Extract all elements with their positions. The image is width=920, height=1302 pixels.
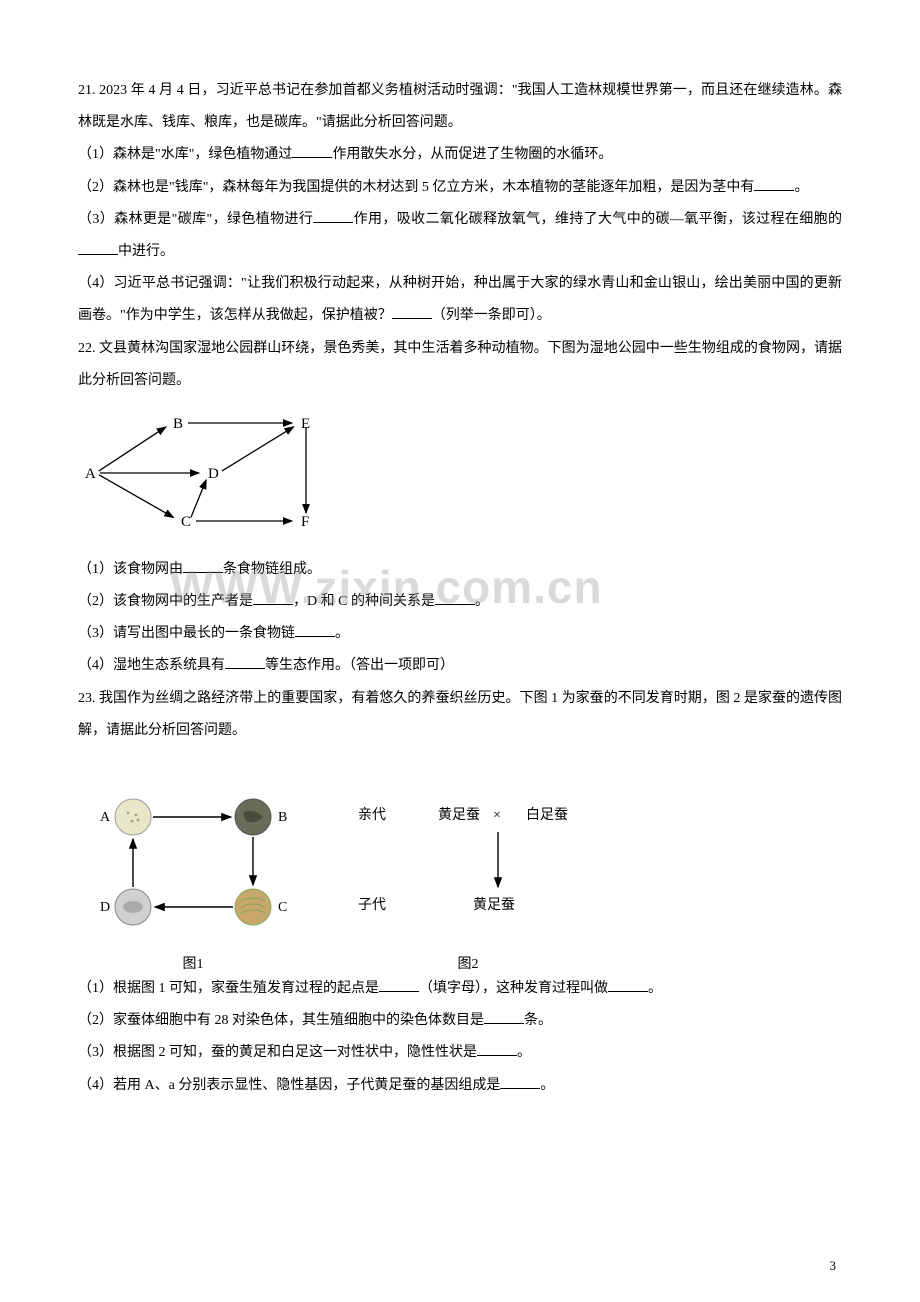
q23-2: （2）家蚕体细胞中有 28 对染色体，其生殖细胞中的染色体数目是 条。 — [78, 1005, 842, 1037]
page-number: 3 — [830, 1258, 837, 1274]
q23-intro: 23. 我国作为丝绸之路经济带上的重要国家，有着悠久的养蚕织丝历史。下图 1 为… — [78, 683, 842, 747]
q21-3c: 中进行。 — [118, 244, 174, 259]
q23-4: （4）若用 A、a 分别表示显性、隐性基因，子代黄足蚕的基因组成是 。 — [78, 1070, 842, 1102]
blank — [225, 655, 265, 669]
svg-text:C: C — [181, 514, 191, 530]
q21-3: （3）森林更是"碳库"，绿色植物进行 作用，吸收二氧化碳释放氧气，维持了大气中的碳… — [78, 204, 842, 268]
q21-4b: （列举一条即可）。 — [432, 308, 551, 323]
q21-4: （4）习近平总书记强调："让我们积极行动起来，从种树开始，种出属于大家的绿水青山… — [78, 268, 842, 332]
node-a-label: A — [100, 810, 111, 825]
q23-3: （3）根据图 2 可知，蚕的黄足和白足这一对性状中，隐性性状是 。 — [78, 1037, 842, 1069]
q22-3a: （3）请写出图中最长的一条食物链 — [78, 626, 295, 641]
q21-1b: 作用散失水分，从而促进了生物圈的水循环。 — [332, 147, 612, 162]
q23-1c: 。 — [648, 981, 662, 996]
blank — [292, 144, 332, 158]
gen-child-label: 子代 — [358, 897, 386, 913]
q23-4a: （4）若用 A、a 分别表示显性、隐性基因，子代黄足蚕的基因组成是 — [78, 1078, 500, 1093]
q23-2a: （2）家蚕体细胞中有 28 对染色体，其生殖细胞中的染色体数目是 — [78, 1013, 484, 1028]
q23-1b: （填字母），这种发育过程叫做 — [419, 981, 608, 996]
q22-4: （4）湿地生态系统具有 等生态作用。（答出一项即可） — [78, 650, 842, 682]
q21-1a: （1）森林是"水库"，绿色植物通过 — [78, 147, 292, 162]
cross-symbol: × — [493, 808, 501, 823]
q23-3a: （3）根据图 2 可知，蚕的黄足和白足这一对性状中，隐性性状是 — [78, 1045, 477, 1060]
node-d-label: D — [100, 900, 110, 915]
q22-2a: （2）该食物网中的生产者是 — [78, 594, 253, 609]
q22-intro: 22. 文县黄林沟国家湿地公园群山环绕，景色秀美，其中生活着多种动植物。下图为湿… — [78, 333, 842, 397]
q21-2a: （2）森林也是"钱库"，森林每年为我国提供的木材达到 5 亿立方米，木本植物的茎… — [78, 180, 754, 195]
q21-intro: 21. 2023 年 4 月 4 日，习近平总书记在参加首都义务植树活动时强调：… — [78, 75, 842, 139]
blank — [379, 978, 419, 992]
child: 黄足蚕 — [473, 896, 515, 913]
q21-3a: （3）森林更是"碳库"，绿色植物进行 — [78, 212, 313, 227]
blank — [500, 1075, 540, 1089]
silkworm-cycle-svg: A B C D — [78, 777, 308, 947]
q23-4b: 。 — [540, 1078, 554, 1093]
genetics-svg: 亲代 黄足蚕 × 白足蚕 子代 黄足蚕 — [308, 777, 628, 947]
blank — [477, 1042, 517, 1056]
q22-1: （1）该食物网由 条食物链组成。 — [78, 554, 842, 586]
svg-text:D: D — [208, 466, 219, 482]
parent-left: 黄足蚕 — [438, 806, 480, 823]
svg-text:E: E — [301, 416, 310, 432]
node-c-label: C — [278, 900, 287, 915]
parent-right: 白足蚕 — [526, 807, 568, 823]
blank — [78, 241, 118, 255]
foodweb-svg: A B C D E F — [78, 405, 338, 545]
blank — [484, 1010, 524, 1024]
q23-3b: 。 — [517, 1045, 531, 1060]
blank — [435, 591, 475, 605]
q23-1: （1）根据图 1 可知，家蚕生殖发育过程的起点是 （填字母），这种发育过程叫做 。 — [78, 973, 842, 1005]
svg-text:B: B — [173, 416, 183, 432]
q21-2b: 。 — [794, 180, 808, 195]
q22-1b: 条食物链组成。 — [223, 562, 321, 577]
q23-figures: A B C D 亲代 黄足蚕 × 白足蚕 子代 黄足蚕 — [78, 777, 842, 947]
q22-2: （2）该食物网中的生产者是 ，D 和 C 的种间关系是 。 — [78, 586, 842, 618]
caption-1: 图1 — [78, 953, 308, 973]
q21-1: （1）森林是"水库"，绿色植物通过 作用散失水分，从而促进了生物圈的水循环。 — [78, 139, 842, 171]
q21-3b: 作用，吸收二氧化碳释放氧气，维持了大气中的碳—氧平衡，该过程在细胞的 — [353, 212, 842, 227]
gen-parent-label: 亲代 — [358, 807, 386, 823]
foodweb-diagram: A B C D E F — [78, 405, 842, 550]
blank — [392, 305, 432, 319]
q22-4a: （4）湿地生态系统具有 — [78, 658, 225, 673]
q22-3b: 。 — [335, 626, 349, 641]
q22-2c: 。 — [475, 594, 489, 609]
q23-2b: 条。 — [524, 1013, 552, 1028]
figure-captions: 图1 图2 — [78, 953, 842, 973]
svg-text:A: A — [85, 466, 96, 482]
caption-2: 图2 — [308, 953, 628, 973]
blank — [295, 623, 335, 637]
blank — [253, 591, 293, 605]
blank — [608, 978, 648, 992]
q22-2b: ，D 和 C 的种间关系是 — [293, 594, 435, 609]
blank — [183, 559, 223, 573]
q21-2: （2）森林也是"钱库"，森林每年为我国提供的木材达到 5 亿立方米，木本植物的茎… — [78, 172, 842, 204]
svg-text:F: F — [301, 514, 309, 530]
q22-3: （3）请写出图中最长的一条食物链 。 — [78, 618, 842, 650]
q22-4b: 等生态作用。（答出一项即可） — [265, 658, 454, 673]
node-b-label: B — [278, 810, 287, 825]
q22-1a: （1）该食物网由 — [78, 562, 183, 577]
blank — [754, 177, 794, 191]
blank — [313, 209, 353, 223]
q23-1a: （1）根据图 1 可知，家蚕生殖发育过程的起点是 — [78, 981, 379, 996]
